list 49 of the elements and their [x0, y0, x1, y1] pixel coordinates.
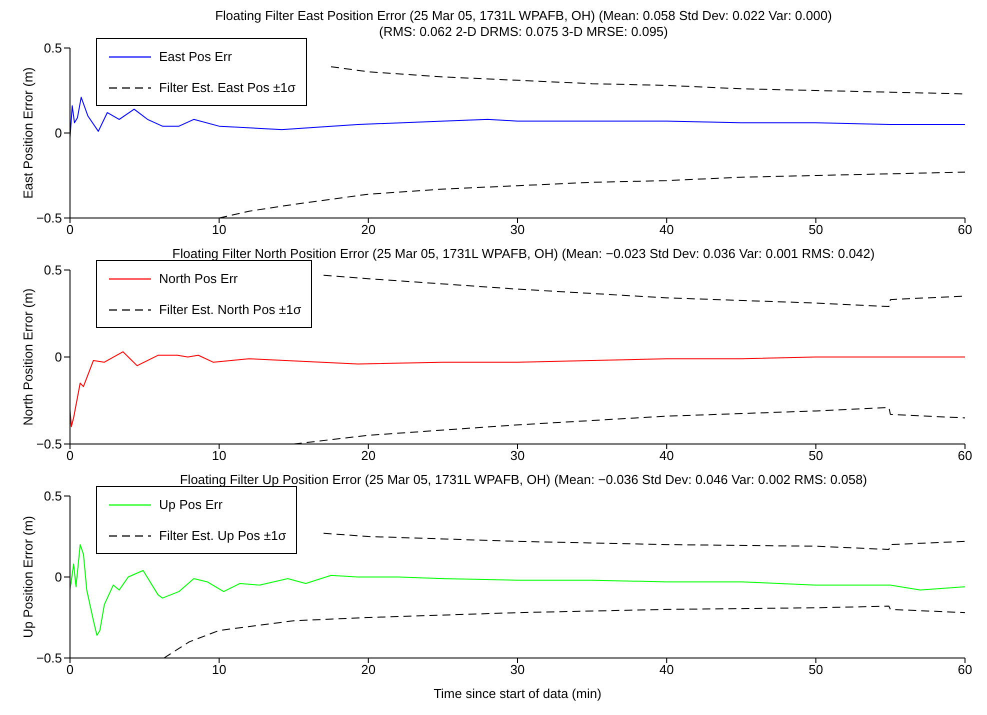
y-tick-label: 0 [54, 350, 62, 365]
legend-label: Filter Est. Up Pos ±1σ [159, 528, 286, 543]
y-tick-label: −0.5 [36, 436, 62, 452]
legend-label: Up Pos Err [159, 497, 223, 512]
x-tick-label: 30 [510, 448, 525, 464]
y-tick-label: −0.5 [36, 210, 62, 226]
x-tick-label: 20 [361, 448, 376, 464]
y-axis-title: Up Position Error (m) [20, 516, 36, 638]
chart-title: Floating Filter North Position Error (25 Mar 05, 1731L WPAFB, OH) (Mean: −0.023 Std Dev: 0.036 Var: 0.001 RMS: 0.042) [171, 246, 876, 262]
chart-title: Floating Filter Up Position Error (25 Mar 05, 1731L WPAFB, OH) (Mean: −0.036 Std Dev: 0.046 Var: 0.002 RMS: 0.058) [178, 472, 868, 488]
legend-label: East Pos Err [159, 49, 232, 64]
x-tick-label: 50 [808, 662, 824, 678]
line-series [330, 66, 965, 94]
chart-title: Floating Filter East Position Error (25 Mar 05, 1731L WPAFB, OH) (Mean: 0.058 Std Dev: 0.022 Var: 0.000) [214, 8, 833, 24]
legend-label: Filter Est. North Pos ±1σ [159, 302, 302, 317]
x-tick-label: 40 [659, 448, 674, 464]
x-tick-label: 10 [212, 662, 226, 678]
y-tick-label: −0.5 [36, 650, 62, 666]
x-tick-label: 50 [808, 222, 824, 238]
x-tick-label: 60 [958, 448, 972, 464]
x-tick-label: 10 [212, 222, 226, 238]
y-axis-title: North Position Error (m) [20, 288, 36, 426]
line-series [323, 274, 965, 308]
x-tick-label: 0 [66, 222, 74, 238]
legend-label: Filter Est. East Pos ±1σ [159, 80, 296, 95]
line-series [70, 544, 965, 636]
x-tick-label: 20 [361, 662, 376, 678]
x-tick-label: 10 [212, 448, 226, 464]
x-tick-label: 0 [66, 448, 74, 464]
y-tick-label: 0.5 [44, 262, 62, 278]
x-tick-label: 20 [361, 222, 376, 238]
x-tick-label: 40 [659, 222, 674, 238]
y-axis-title: East Position Error (m) [20, 67, 36, 199]
y-tick-label: 0.5 [44, 488, 62, 504]
line-series [323, 532, 965, 550]
x-tick-label: 30 [510, 662, 525, 678]
x-tick-label: 40 [659, 662, 674, 678]
x-tick-label: 30 [510, 222, 525, 238]
x-tick-label: 0 [66, 662, 74, 678]
x-tick-label: 60 [958, 222, 972, 238]
y-tick-label: 0.5 [44, 40, 62, 56]
legend-label: North Pos Err [159, 271, 238, 286]
x-tick-label: 60 [958, 662, 972, 678]
x-axis-title: Time since start of data (min) [434, 686, 602, 701]
line-series [70, 351, 965, 428]
x-tick-label: 50 [808, 448, 824, 464]
chart-subtitle: (RMS: 0.062 2-D DRMS: 0.075 3-D MRSE: 0.095) [378, 24, 669, 40]
y-tick-label: 0 [54, 570, 62, 585]
y-tick-label: 0 [54, 126, 62, 141]
